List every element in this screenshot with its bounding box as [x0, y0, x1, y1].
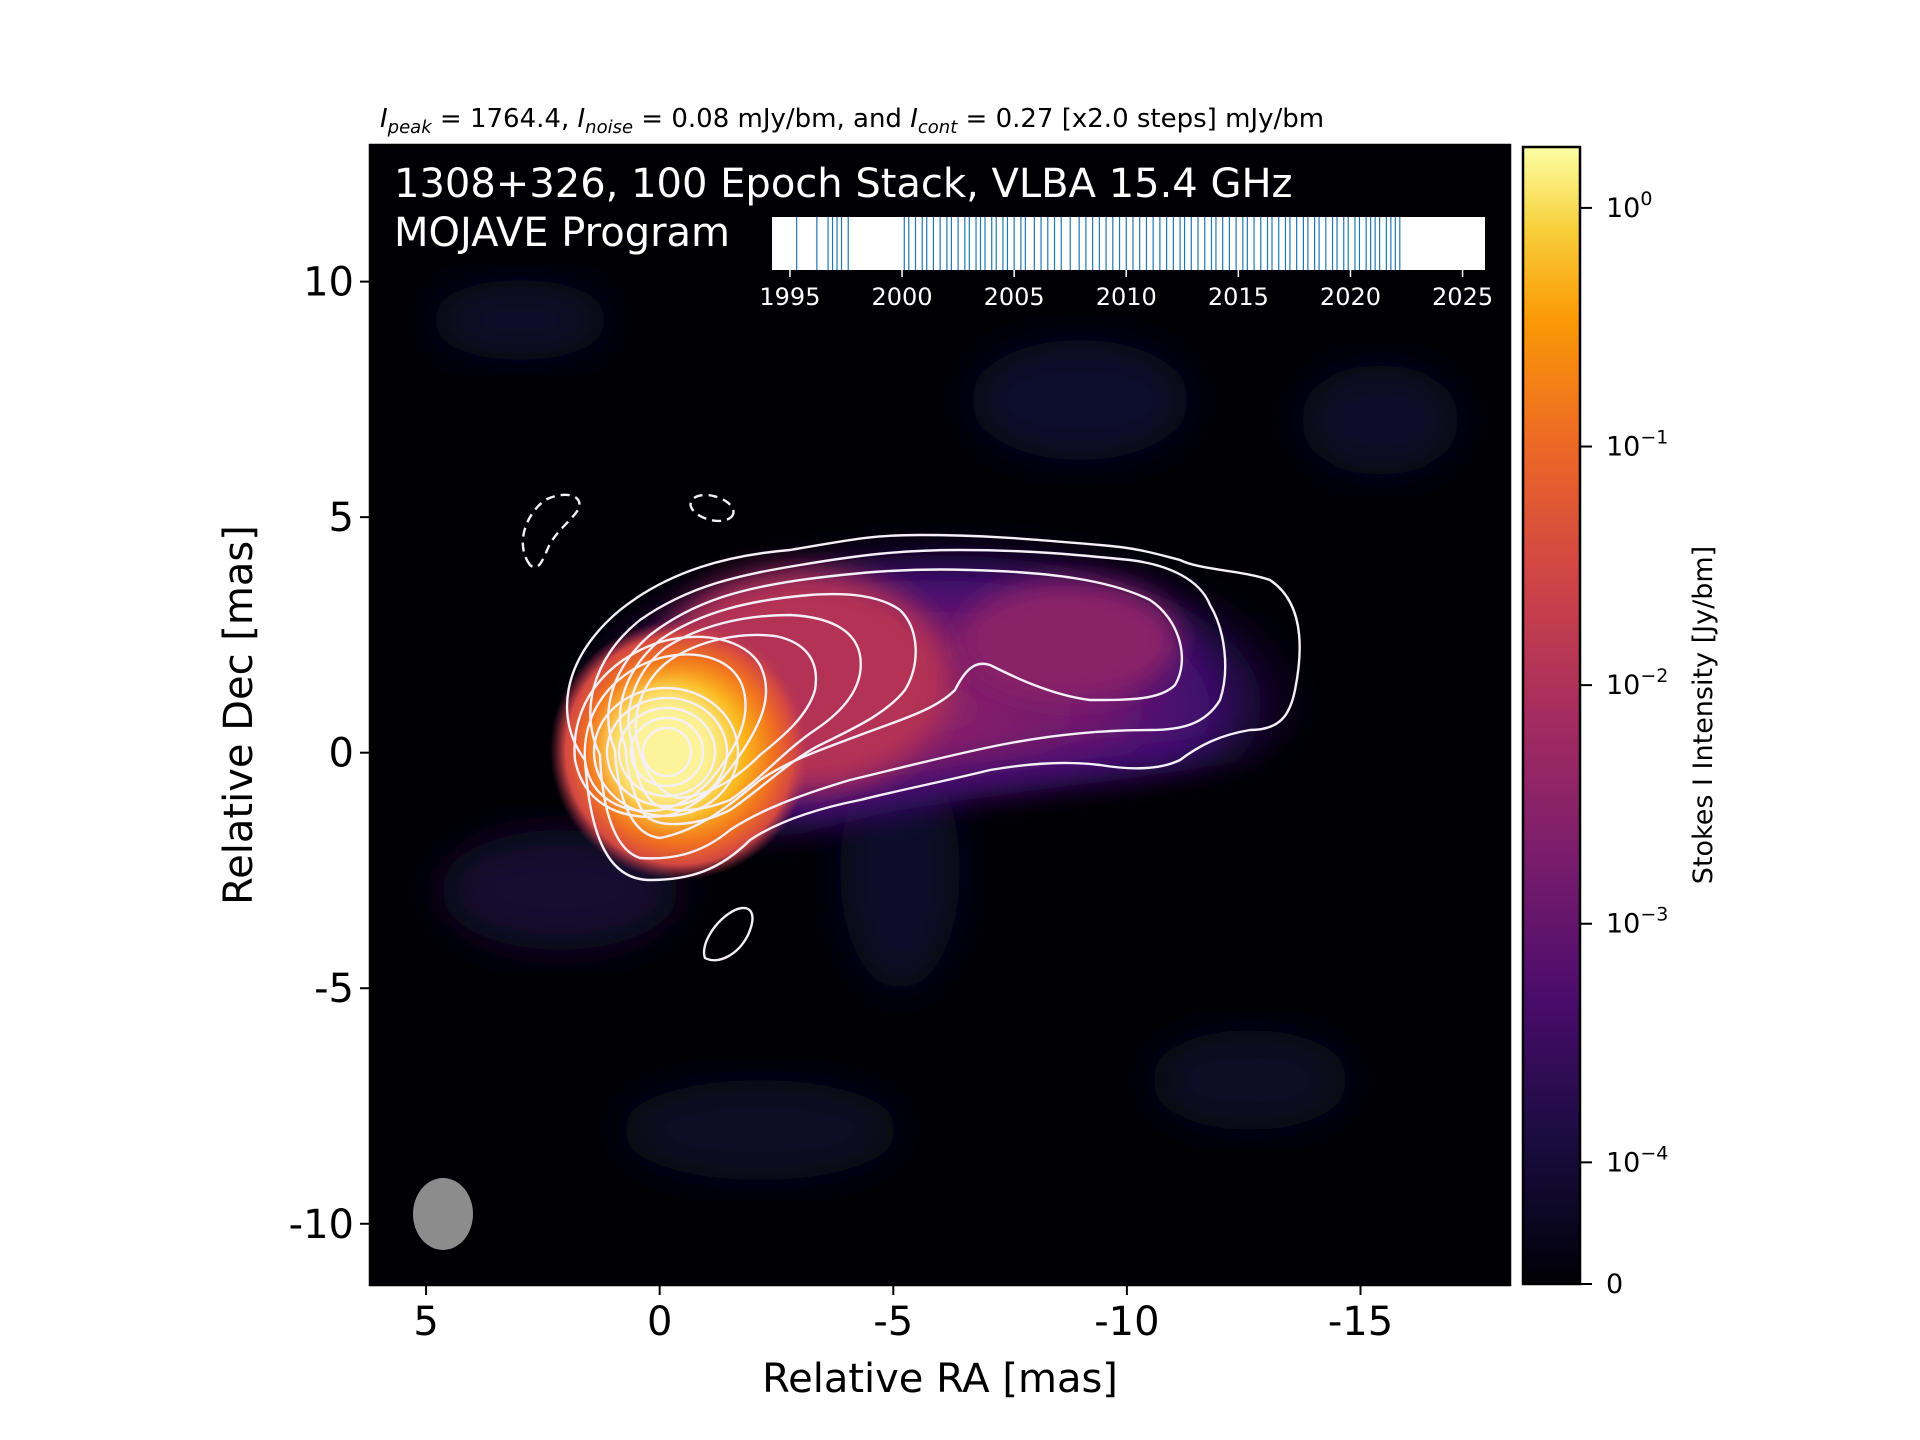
cont-eq: = [957, 104, 995, 134]
overlay-subtitle: MOJAVE Program [394, 210, 730, 256]
colorbar-label: Stokes I Intensity [Jy/bm] [1688, 546, 1719, 884]
colorbar-tick-label: 0 [1606, 1269, 1623, 1300]
noise-space [729, 104, 737, 134]
timeline-tick-label: 2015 [1208, 283, 1269, 311]
cont-suffix: [x2.0 steps] mJy/bm [1062, 104, 1324, 134]
noise-value: 0.08 [671, 104, 729, 134]
y-tick-label: -5 [314, 966, 354, 1012]
x-tick-label: 0 [647, 1299, 672, 1345]
noise-sub: noise [585, 117, 633, 138]
x-axis-label: Relative RA [mas] [762, 1356, 1118, 1402]
x-tick-label: -10 [1094, 1299, 1159, 1345]
contours [521, 493, 1301, 962]
noise-unit: mJy/bm, and [738, 104, 902, 134]
timeline-tick-label: 2010 [1096, 283, 1157, 311]
contour-level-3 [607, 568, 1183, 840]
peak-eq: = [432, 104, 470, 134]
header-text: Ipeak = 1764.4, Inoise = 0.08 mJy/bm, an… [380, 104, 1324, 138]
plot-frame [368, 143, 1512, 1287]
x-tick-label: -15 [1328, 1299, 1393, 1345]
colorbar-frame [1521, 145, 1582, 1286]
colorbar-gradient-rect [1523, 147, 1580, 1284]
beam-ellipse [413, 1178, 473, 1250]
jet-knot [960, 580, 1180, 700]
contour-level-5 [627, 613, 862, 812]
y-axis-ticks: 10 5 0 -5 -10 [289, 260, 370, 1248]
peak-symbol: I [380, 104, 388, 134]
contour-level-7 [573, 635, 768, 819]
epoch-lines [796, 217, 1401, 270]
diffuse-patch [620, 1080, 900, 1180]
diffuse-patch [970, 340, 1190, 460]
cont-symbol: I [910, 104, 918, 134]
overlay-title: 1308+326, 100 Epoch Stack, VLBA 15.4 GHz [394, 161, 1293, 207]
x-tick-label: 5 [413, 1299, 438, 1345]
timeline-tick-label: 2000 [872, 283, 933, 311]
y-tick-label: 0 [329, 731, 354, 777]
y-tick-label: 5 [329, 495, 354, 541]
diffuse-patch [1150, 1030, 1350, 1130]
contour-level-4 [618, 592, 917, 826]
contour-level-8 [583, 653, 747, 813]
noise-symbol: I [577, 104, 585, 134]
contour-level-10 [605, 696, 729, 808]
x-tick-label: -5 [873, 1299, 913, 1345]
colorbar: 100 10−1 10−2 10−3 10−4 0 Stokes I Intensity … [1521, 145, 1719, 1300]
contour-island [702, 906, 754, 962]
noise-eq: = [633, 104, 671, 134]
y-axis-label: Relative Dec [mas] [216, 525, 262, 905]
sep2 [902, 104, 910, 134]
epoch-timeline: 1995 2000 2005 2010 2015 2020 2025 [759, 217, 1493, 311]
contour-level-6 [634, 633, 818, 800]
cont-value: 0.27 [996, 104, 1054, 134]
diffuse-patch [430, 280, 610, 360]
timeline-box [772, 217, 1485, 270]
contour-level-13 [641, 726, 693, 778]
peak-value: 1764.4 [470, 104, 561, 134]
contour-level-9 [592, 686, 740, 818]
colorbar-ticks: 100 10−1 10−2 10−3 10−4 0 [1580, 188, 1668, 1300]
contour-level-1 [565, 533, 1301, 882]
sep1: , [561, 104, 578, 134]
x-axis-ticks: 5 0 -5 -10 -15 [413, 1285, 1393, 1345]
colorbar-tick-label: 10−2 [1606, 665, 1668, 701]
timeline-ticks: 1995 2000 2005 2010 2015 2020 2025 [759, 270, 1493, 311]
colorbar-tick-label: 10−4 [1606, 1142, 1668, 1178]
timeline-tick-label: 2020 [1320, 283, 1381, 311]
diffuse-patch [1300, 365, 1460, 475]
peak-sub: peak [387, 117, 434, 138]
core-bright [610, 690, 720, 810]
colorbar-tick-label: 10−3 [1606, 904, 1668, 940]
contour-level-2 [589, 548, 1227, 860]
y-tick-label: -10 [289, 1202, 354, 1248]
y-tick-label: 10 [303, 260, 354, 306]
negative-contour [689, 493, 735, 523]
colorbar-tick-label: 10−1 [1606, 427, 1668, 463]
timeline-tick-label: 2025 [1432, 283, 1493, 311]
colorbar-tick-label: 100 [1606, 188, 1652, 224]
cont-sub: cont [918, 117, 958, 138]
image-plot: 1308+326, 100 Epoch Stack, VLBA 15.4 GHz… [368, 143, 1512, 1287]
timeline-tick-label: 1995 [759, 283, 820, 311]
cont-space [1053, 104, 1061, 134]
contour-level-11 [617, 706, 717, 798]
timeline-tick-label: 2005 [984, 283, 1045, 311]
contour-level-12 [629, 716, 705, 788]
